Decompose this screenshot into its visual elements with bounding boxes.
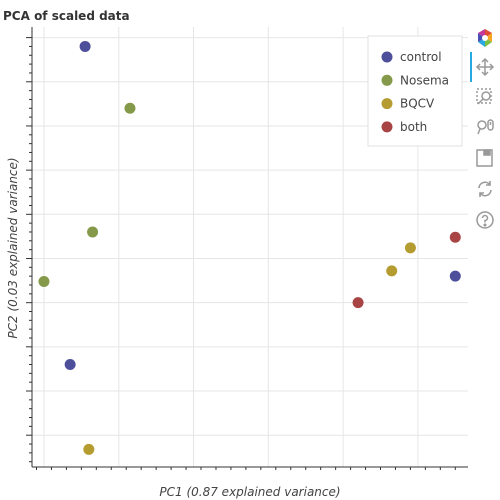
data-point-control <box>449 270 461 282</box>
data-point-control <box>79 40 91 52</box>
data-point-nosema <box>38 275 50 287</box>
pan-icon[interactable] <box>470 53 500 81</box>
data-point-bqcv <box>386 265 398 277</box>
axes <box>26 27 468 470</box>
data-point-bqcv <box>404 242 416 254</box>
save-icon[interactable] <box>470 144 500 172</box>
legend-label-control: control <box>400 50 442 64</box>
legend-label-nosema: Nosema <box>400 73 449 87</box>
active-tool-indicator <box>470 52 472 82</box>
reset-icon[interactable] <box>470 175 500 203</box>
bokeh-logo-icon[interactable] <box>470 24 500 52</box>
x-axis-label: PC1 (0.87 explained variance) <box>159 485 340 499</box>
legend-label-both: both <box>400 120 427 134</box>
help-icon[interactable] <box>470 206 500 234</box>
legend: control Nosema BQCV both <box>367 35 463 147</box>
wheel-zoom-icon[interactable] <box>470 113 500 141</box>
chart-title: PCA of scaled data <box>3 9 130 23</box>
data-point-nosema <box>87 226 99 238</box>
box-zoom-icon[interactable] <box>470 83 500 111</box>
data-point-bqcv <box>83 443 95 455</box>
legend-marker-both <box>381 121 393 133</box>
data-point-both <box>449 231 461 243</box>
legend-marker-control <box>381 51 393 63</box>
y-axis-label: PC2 (0.03 explained variance) <box>6 157 20 338</box>
legend-marker-bqcv <box>381 98 393 110</box>
data-point-control <box>64 359 76 371</box>
data-point-nosema <box>124 102 136 114</box>
legend-marker-nosema <box>381 74 393 86</box>
legend-label-bqcv: BQCV <box>400 97 435 111</box>
data-point-both <box>352 297 364 309</box>
data-points <box>38 40 461 455</box>
